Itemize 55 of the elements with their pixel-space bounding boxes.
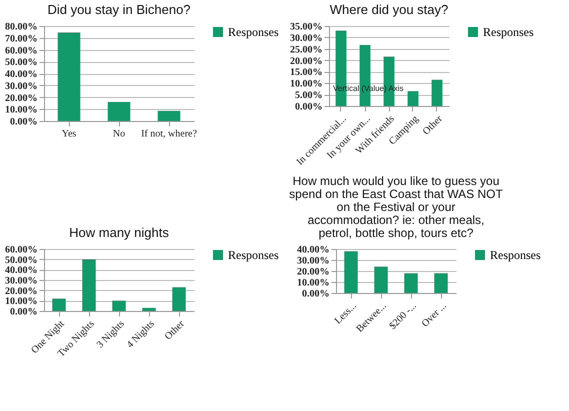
chart-title: Where did you stay?: [330, 2, 448, 17]
y-tick-label: 5.00%: [295, 90, 322, 102]
bar: [344, 251, 358, 293]
y-tick-label: 10.00%: [5, 296, 38, 308]
bar: [404, 273, 418, 293]
y-tick-label: 30.00%: [290, 32, 322, 44]
legend-label: Responses: [228, 248, 279, 262]
y-tick-label: 20.00%: [290, 56, 322, 67]
y-tick-label: 15.00%: [290, 67, 322, 78]
y-tick-label: 60.00%: [5, 244, 38, 256]
bar: [374, 266, 388, 293]
y-tick-label: 70.00%: [5, 33, 38, 44]
chart-title: How much would you like to guess you spend on the East Coast that WAS NOT on the Festival or your accommodation? ie: other meals, petrol, bottle shop, tours etc?: [289, 174, 504, 240]
y-tick-label: 0.00%: [295, 102, 322, 112]
y-tick-label: 50.00%: [5, 57, 38, 68]
bar: [142, 308, 156, 311]
y-tick-label: 50.00%: [5, 254, 38, 266]
chart-title: How many nights: [69, 225, 170, 240]
y-tick-label: 40.00%: [297, 244, 330, 256]
chart-title: Did you stay in Bicheno?: [47, 2, 191, 17]
y-tick-label: 60.00%: [5, 45, 38, 56]
y-tick-label: 30.00%: [5, 276, 38, 286]
bar: [108, 102, 130, 121]
bar: [58, 32, 80, 121]
bar: [112, 300, 126, 311]
y-tick-label: 0.00%: [10, 116, 38, 128]
y-tick-label: 40.00%: [5, 265, 38, 276]
x-tick-label: Over ...: [420, 300, 449, 330]
y-tick-label: 80.00%: [5, 22, 38, 32]
y-tick-label: 0.00%: [10, 306, 38, 318]
legend-label: Responses: [228, 25, 279, 39]
x-tick-label: If not, where?: [141, 128, 198, 140]
bar: [408, 91, 418, 106]
y-tick-label: 0.00%: [302, 288, 330, 300]
x-tick-label: Yes: [62, 128, 76, 140]
legend-label: Responses: [490, 248, 541, 262]
y-tick-label: 10.00%: [5, 104, 38, 116]
bar: [82, 259, 96, 311]
y-tick-label: 40.00%: [5, 69, 38, 80]
y-tick-label: 20.00%: [297, 266, 330, 278]
y-tick-label: 10.00%: [290, 78, 322, 90]
y-tick-label: 25.00%: [290, 44, 322, 56]
bar: [52, 298, 66, 311]
y-tick-label: 20.00%: [5, 92, 38, 104]
bar: [158, 110, 180, 121]
x-tick-label: No: [112, 128, 126, 140]
bar: [434, 273, 448, 293]
y-tick-label: 20.00%: [5, 286, 38, 297]
bar: [172, 287, 186, 311]
bar: [432, 80, 442, 106]
legend-label: Responses: [483, 25, 534, 39]
y-tick-label: 30.00%: [5, 80, 38, 92]
y-tick-label: 30.00%: [297, 256, 330, 266]
y-tick-label: 10.00%: [297, 278, 330, 288]
y-tick-label: 35.00%: [290, 22, 322, 32]
